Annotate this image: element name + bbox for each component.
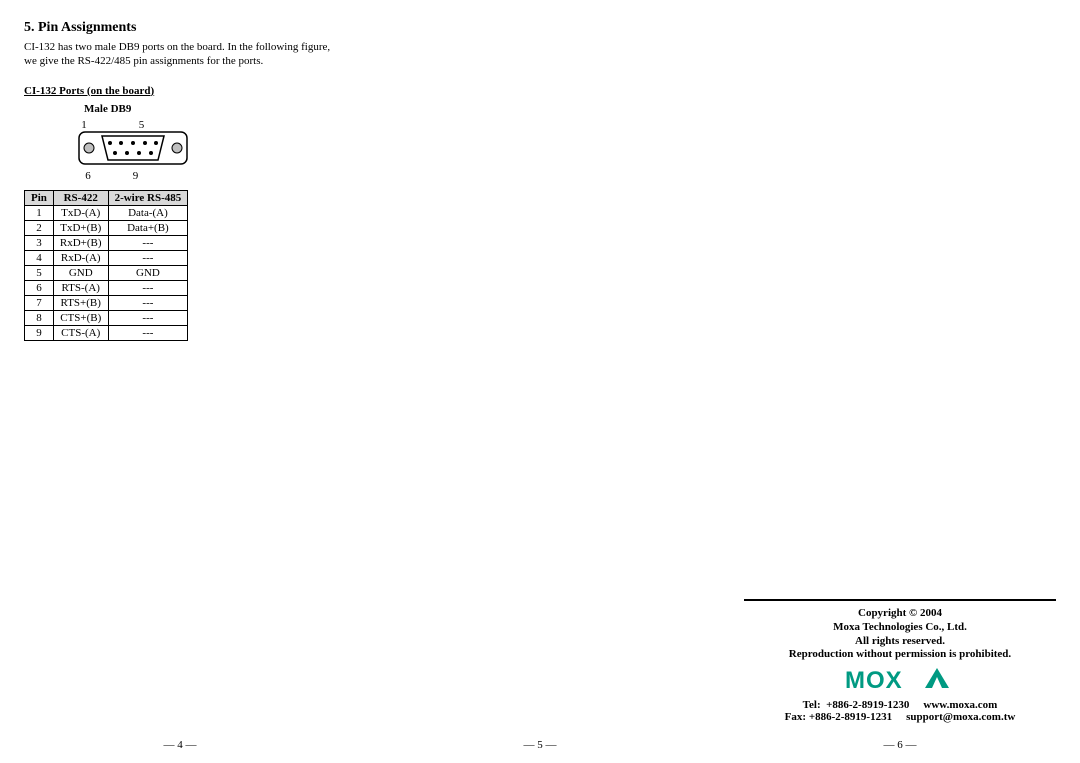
table-cell: 2: [25, 220, 54, 235]
page-5: — 5 —: [360, 0, 720, 763]
table-cell: ---: [108, 280, 188, 295]
web-url: www.moxa.com: [923, 699, 997, 711]
table-cell: 7: [25, 295, 54, 310]
copyright-line-4: Reproduction without permission is prohi…: [744, 648, 1056, 662]
pin-9-label: 9: [130, 170, 142, 182]
page-number-4: — 4 —: [0, 739, 360, 751]
table-cell: ---: [108, 250, 188, 265]
copyright-line-3: All rights reserved.: [744, 635, 1056, 649]
table-row: 5GNDGND: [25, 265, 188, 280]
pin-6-label: 6: [82, 170, 94, 182]
table-cell: 8: [25, 310, 54, 325]
table-header-row: Pin RS-422 2-wire RS-485: [25, 190, 188, 205]
support-email: support@moxa.com.tw: [906, 711, 1015, 723]
pin-5-label: 5: [136, 119, 148, 131]
table-cell: 9: [25, 325, 54, 340]
page-number-5: — 5 —: [360, 739, 720, 751]
table-row: 3RxD+(B)---: [25, 235, 188, 250]
table-cell: ---: [108, 295, 188, 310]
svg-text:MOX: MOX: [845, 667, 903, 694]
table-cell: 1: [25, 205, 54, 220]
table-cell: RTS-(A): [53, 280, 108, 295]
table-cell: TxD+(B): [53, 220, 108, 235]
db9-bottom-labels: 6 9: [78, 170, 336, 182]
page-number-6: — 6 —: [720, 739, 1080, 751]
page-6: Copyright © 2004 Moxa Technologies Co., …: [720, 0, 1080, 763]
tel-number: +886-2-8919-1230: [826, 699, 909, 711]
fax-number: +886-2-8919-1231: [809, 711, 892, 723]
table-cell: TxD-(A): [53, 205, 108, 220]
copyright-line-1: Copyright © 2004: [744, 607, 1056, 621]
intro-text: CI-132 has two male DB9 ports on the boa…: [24, 40, 336, 69]
tel-label: Tel:: [803, 699, 821, 711]
table-cell: CTS+(B): [53, 310, 108, 325]
ports-heading: CI-132 Ports (on the board): [24, 85, 336, 97]
table-cell: ---: [108, 235, 188, 250]
male-db9-label: Male DB9: [84, 103, 336, 115]
table-cell: RxD-(A): [53, 250, 108, 265]
table-cell: Data-(A): [108, 205, 188, 220]
table-cell: RTS+(B): [53, 295, 108, 310]
table-row: 1TxD-(A)Data-(A): [25, 205, 188, 220]
section-title: 5. Pin Assignments: [24, 20, 336, 36]
contact-row-2: Fax: +886-2-8919-1231 support@moxa.com.t…: [744, 711, 1056, 723]
table-row: 4RxD-(A)---: [25, 250, 188, 265]
table-cell: ---: [108, 310, 188, 325]
page-4: 5. Pin Assignments CI-132 has two male D…: [0, 0, 360, 763]
col-pin: Pin: [25, 190, 54, 205]
db9-top-labels: 1 5: [78, 119, 336, 131]
moxa-logo-icon: MOX: [845, 666, 955, 694]
table-cell: RxD+(B): [53, 235, 108, 250]
table-cell: CTS-(A): [53, 325, 108, 340]
table-cell: ---: [108, 325, 188, 340]
intro-line-2: we give the RS-422/485 pin assignments f…: [24, 55, 263, 67]
intro-line-1: CI-132 has two male DB9 ports on the boa…: [24, 41, 330, 53]
db9-figure: 1 5: [78, 119, 336, 182]
table-cell: 3: [25, 235, 54, 250]
moxa-logo: MOX: [845, 666, 955, 697]
db9-connector-icon: [78, 131, 188, 165]
col-rs422: RS-422: [53, 190, 108, 205]
table-cell: GND: [53, 265, 108, 280]
pin-assignment-table: Pin RS-422 2-wire RS-485 1TxD-(A)Data-(A…: [24, 190, 188, 341]
col-rs485: 2-wire RS-485: [108, 190, 188, 205]
table-cell: 4: [25, 250, 54, 265]
pin-1-label: 1: [78, 119, 90, 131]
contact-row-1: Tel: +886-2-8919-1230 www.moxa.com: [744, 699, 1056, 711]
table-row: 7RTS+(B)---: [25, 295, 188, 310]
table-row: 6RTS-(A)---: [25, 280, 188, 295]
fax-label: Fax:: [785, 711, 806, 723]
table-cell: 5: [25, 265, 54, 280]
table-row: 8CTS+(B)---: [25, 310, 188, 325]
table-row: 9CTS-(A)---: [25, 325, 188, 340]
copyright-block: Copyright © 2004 Moxa Technologies Co., …: [744, 599, 1056, 723]
table-cell: 6: [25, 280, 54, 295]
table-cell: Data+(B): [108, 220, 188, 235]
table-row: 2TxD+(B)Data+(B): [25, 220, 188, 235]
copyright-line-2: Moxa Technologies Co., Ltd.: [744, 621, 1056, 635]
table-cell: GND: [108, 265, 188, 280]
